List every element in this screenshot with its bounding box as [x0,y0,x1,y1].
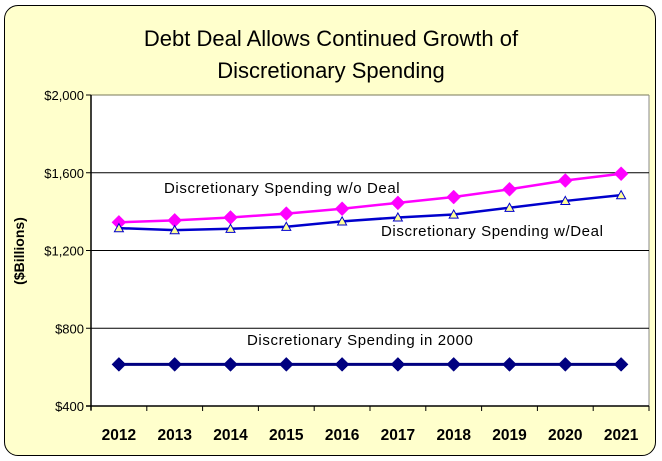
y-tick-label-800: $800 [55,321,84,336]
gridlines [91,172,649,329]
point-2-2020 [557,357,573,372]
point-1-2012 [113,222,125,233]
point-0-2016 [334,201,350,217]
point-2-2021 [613,357,629,372]
annotation-without-deal: Discretionary Spending w/o Deal [164,180,400,197]
x-tick-label-2019: 2019 [492,427,527,444]
x-tick-label-2016: 2016 [325,427,360,444]
chart-title-line-2: Discretionary Spending [217,58,444,83]
point-2-2015 [278,357,294,372]
x-tick-label-2021: 2021 [604,427,639,444]
point-2-2017 [390,357,406,372]
series-2 [111,357,629,372]
point-1-2020 [559,195,571,206]
x-tick-label-2014: 2014 [213,427,248,444]
point-1-2017 [392,211,404,222]
point-0-2015 [278,206,294,221]
y-tick-label-1600: $1,600 [44,166,84,181]
point-2-2018 [446,357,462,372]
point-0-2020 [557,173,573,188]
point-1-2014 [225,223,236,233]
point-2-2014 [223,357,238,372]
y-tick-label-2000: $2,000 [44,88,84,103]
y-axis-ticks: $400 $800 $1,200 $1,600 $2,000 [44,88,91,414]
point-1-2013 [169,224,181,235]
chart-title: Debt Deal Allows Continued Growth of Dis… [144,26,519,83]
point-2-2019 [502,357,517,372]
point-2-2016 [334,357,350,372]
series-1 [113,189,627,235]
y-axis-label: ($Billions) [11,217,27,285]
point-0-2017 [390,195,406,211]
point-1-2018 [448,209,460,219]
series-group [111,166,629,372]
x-tick-label-2020: 2020 [548,427,582,444]
point-1-2016 [336,215,348,226]
series-line-0 [118,172,622,224]
annotation-in-2000: Discretionary Spending in 2000 [247,332,473,349]
chart-title-line-1: Debt Deal Allows Continued Growth of [144,26,519,51]
point-1-2021 [615,189,627,200]
point-2-2013 [167,357,183,372]
x-tick-label-2012: 2012 [102,427,136,444]
x-axis-ticks: 2012 2013 2014 2015 2016 2017 2018 2019 2020 2021 [90,406,650,444]
series-line-1 [118,193,622,232]
x-tick-label-2013: 2013 [157,427,192,444]
point-0-2021 [613,166,629,182]
x-tick-label-2015: 2015 [269,427,304,444]
y-tick-label-400: $400 [55,399,84,414]
point-1-2015 [280,221,292,231]
y-tick-label-1200: $1,200 [44,244,84,259]
point-0-2018 [446,189,462,205]
point-2-2012 [111,357,127,372]
point-1-2019 [504,202,515,212]
x-tick-label-2017: 2017 [381,427,415,444]
x-tick-label-2018: 2018 [436,427,471,444]
point-0-2019 [502,181,517,197]
annotation-with-deal: Discretionary Spending w/Deal [381,223,604,240]
